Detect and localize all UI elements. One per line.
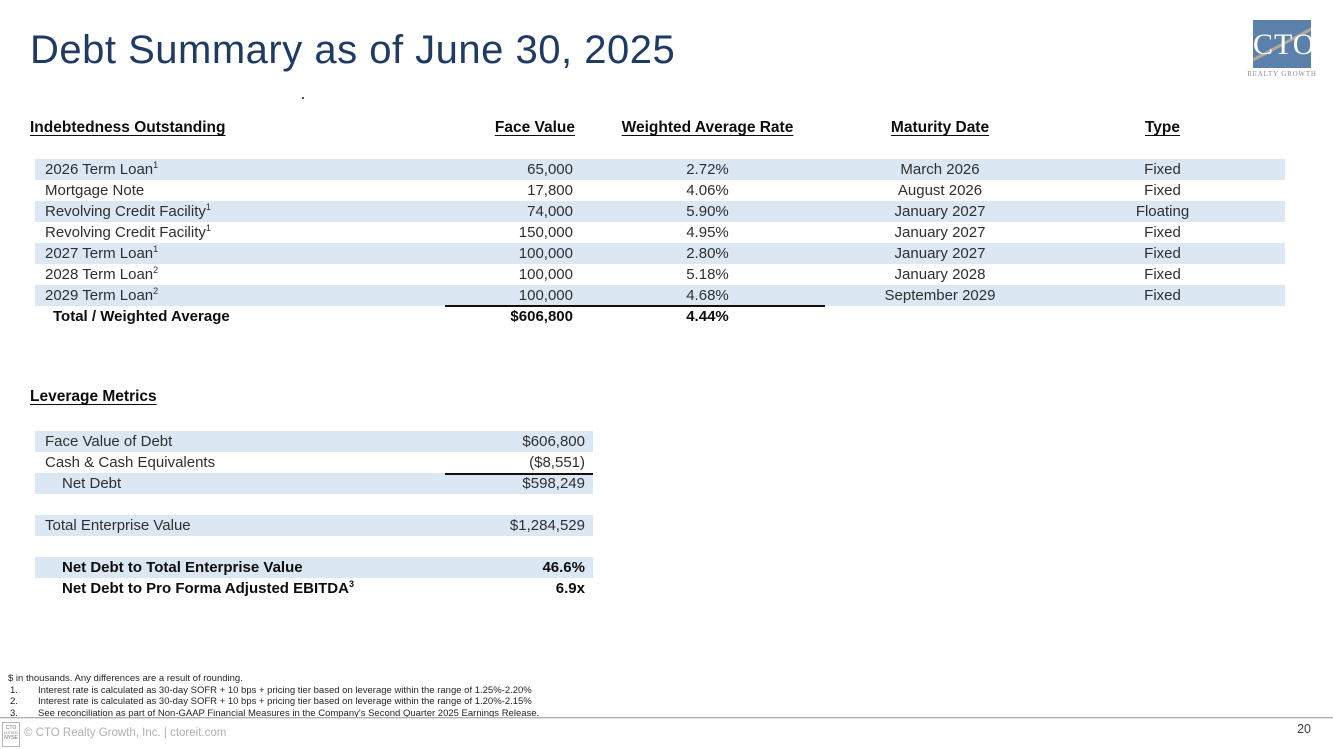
footnote-text: See reconciliation as part of Non-GAAP F… — [38, 707, 540, 719]
debt-rate: 5.90% — [686, 203, 729, 220]
row-total-enterprise-value: Total Enterprise Value $1,284,529 — [35, 515, 593, 536]
debt-maturity: January 2027 — [894, 203, 986, 220]
total-face-value: $606,800 — [510, 308, 573, 325]
debt-table-row: 2028 Term Loan2 100,000 5.18% January 2028 F… — [35, 264, 1285, 285]
logo-square: CTO — [1253, 20, 1311, 68]
debt-face-value: 100,000 — [518, 245, 573, 262]
debt-face-value: 65,000 — [527, 161, 573, 178]
spacer — [35, 494, 593, 515]
debt-rate: 2.72% — [686, 161, 729, 178]
row-net-debt-to-ebitda: Net Debt to Pro Forma Adjusted EBITDA3 6… — [62, 579, 585, 598]
debt-maturity: September 2029 — [884, 287, 996, 304]
footnote-number: 3. — [10, 707, 18, 719]
row-net-debt: Net Debt $598,249 — [35, 473, 593, 494]
debt-rate: 5.18% — [686, 266, 729, 283]
nyse-listed-badge: CTO LISTED NYSE — [2, 722, 20, 747]
debt-rate: 4.06% — [686, 182, 729, 199]
debt-table-row: Mortgage Note 17,800 4.06% August 2026 Fixed — [35, 180, 1285, 201]
debt-maturity: January 2027 — [894, 245, 986, 262]
debt-name: 2027 Term Loan1 — [45, 244, 159, 263]
logo-subtext: REALTY GROWTH — [1247, 70, 1317, 78]
copyright-text: © CTO Realty Growth, Inc. | ctoreit.com — [24, 727, 227, 739]
debt-face-value: 150,000 — [518, 224, 573, 241]
logo-text: CTO — [1253, 28, 1311, 61]
header-type: Type — [1144, 119, 1181, 136]
page-title: Debt Summary as of June 30, 2025 — [30, 28, 676, 72]
debt-table-rows: 2026 Term Loan1 65,000 2.72% March 2026 Fixe… — [35, 159, 1285, 306]
footnote-preamble: $ in thousands. Any differences are a re… — [8, 673, 243, 684]
footnote-items: 1. Interest rate is calculated as 30-day … — [8, 685, 539, 720]
total-label: Total / Weighted Average — [53, 308, 230, 325]
debt-maturity: January 2027 — [894, 224, 986, 241]
debt-name: Revolving Credit Facility1 — [45, 202, 211, 221]
debt-face-value: 100,000 — [518, 266, 573, 283]
header-weighted-average-rate: Weighted Average Rate — [621, 119, 794, 136]
debt-name: Revolving Credit Facility1 — [45, 223, 211, 242]
debt-type: Floating — [1135, 203, 1190, 220]
leverage-metrics-header: Leverage Metrics — [30, 388, 157, 405]
debt-table-row: 2029 Term Loan2 100,000 4.68% September 202… — [35, 285, 1285, 306]
footnote-number: 2. — [10, 696, 18, 708]
debt-name: 2026 Term Loan1 — [45, 160, 159, 179]
row-face-value-of-debt: Face Value of Debt $606,800 — [35, 431, 593, 452]
footnote-text: Interest rate is calculated as 30-day SO… — [38, 684, 532, 696]
debt-table-row: Revolving Credit Facility1 150,000 4.95% Ja… — [35, 222, 1285, 243]
row-net-debt-to-tev: Net Debt to Total Enterprise Value 46.6% — [35, 557, 593, 578]
footnote-ref: 3 — [348, 579, 354, 589]
total-rate: 4.44% — [686, 308, 729, 325]
debt-maturity: January 2028 — [894, 266, 986, 283]
header-face-value: Face Value — [494, 119, 575, 136]
debt-type: Fixed — [1144, 161, 1181, 178]
footnote-item: 2. Interest rate is calculated as 30-day … — [8, 696, 539, 708]
debt-rate: 2.80% — [686, 245, 729, 262]
debt-type: Fixed — [1144, 287, 1181, 304]
debt-rate: 4.95% — [686, 224, 729, 241]
header-indebtedness: Indebtedness Outstanding — [30, 119, 226, 136]
debt-name: Mortgage Note — [45, 182, 145, 199]
leverage-metrics-table: Face Value of Debt $606,800 Cash & Cash … — [35, 431, 593, 599]
footnote-item: 1. Interest rate is calculated as 30-day … — [8, 685, 539, 697]
company-logo: CTO REALTY GROWTH — [1247, 18, 1317, 80]
debt-table-header: Indebtedness Outstanding Face Value Weig… — [30, 119, 1290, 137]
debt-type: Fixed — [1144, 182, 1181, 199]
footnote-text: Interest rate is calculated as 30-day SO… — [38, 696, 532, 708]
debt-face-value: 100,000 — [518, 287, 573, 304]
row-cash-equivalents: Cash & Cash Equivalents ($8,551) — [45, 454, 585, 471]
header-maturity-date: Maturity Date — [890, 119, 990, 136]
debt-name: 2029 Term Loan2 — [45, 286, 159, 305]
footnote-item: 3. See reconciliation as part of Non-GAAP… — [8, 708, 539, 720]
subtotal-rule — [445, 305, 825, 307]
debt-type: Fixed — [1144, 245, 1181, 262]
debt-rate: 4.68% — [686, 287, 729, 304]
spacer — [35, 536, 593, 557]
footer-divider — [0, 717, 1333, 719]
debt-type: Fixed — [1144, 224, 1181, 241]
cash-subtotal-rule — [445, 473, 593, 475]
debt-table-row: 2027 Term Loan1 100,000 2.80% January 2027 F… — [35, 243, 1285, 264]
debt-name: 2028 Term Loan2 — [45, 265, 159, 284]
debt-table-row: Revolving Credit Facility1 74,000 5.90% Jan… — [35, 201, 1285, 222]
footnote-number: 1. — [10, 684, 18, 696]
debt-face-value: 17,800 — [527, 182, 573, 199]
debt-maturity: March 2026 — [900, 161, 980, 178]
debt-total-row: Total / Weighted Average $606,800 4.44% — [35, 306, 1285, 327]
stray-dot — [302, 97, 304, 99]
debt-table-row: 2026 Term Loan1 65,000 2.72% March 2026 Fixe… — [35, 159, 1285, 180]
footnotes: $ in thousands. Any differences are a re… — [8, 673, 539, 719]
debt-maturity: August 2026 — [897, 182, 983, 199]
debt-type: Fixed — [1144, 266, 1181, 283]
page-number: 20 — [1297, 722, 1311, 736]
debt-face-value: 74,000 — [527, 203, 573, 220]
